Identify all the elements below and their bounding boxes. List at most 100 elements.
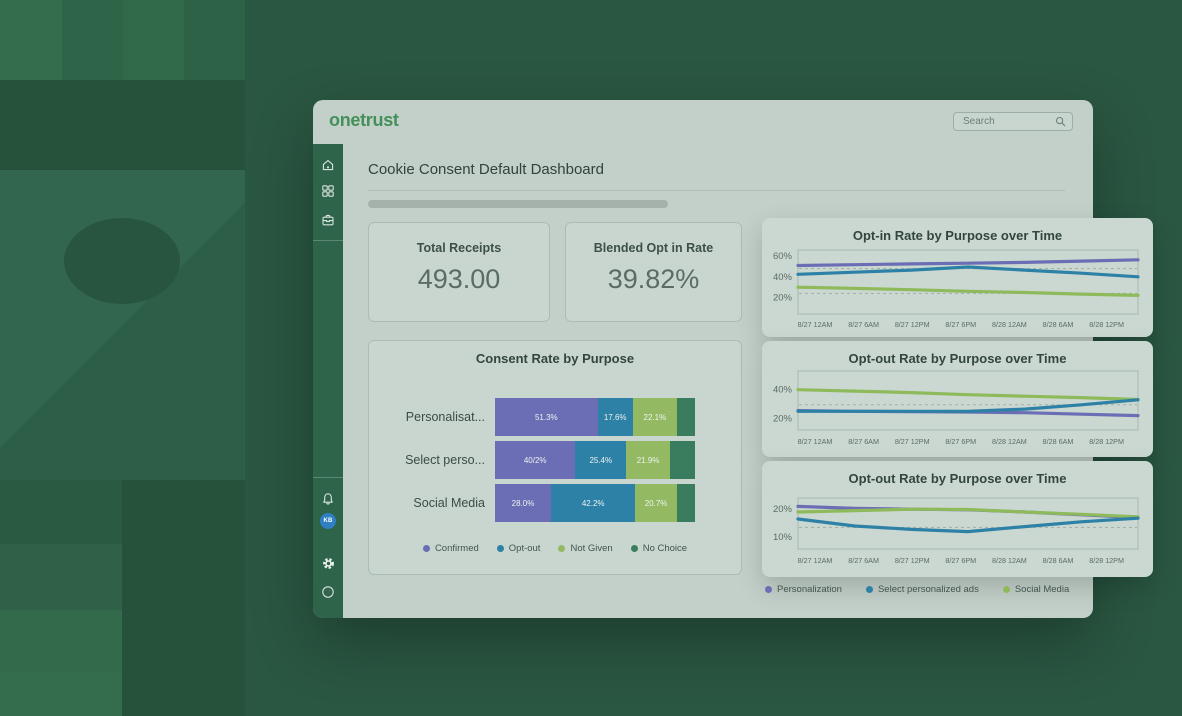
background-shape xyxy=(0,672,122,716)
legend-item: Opt-out xyxy=(497,543,541,554)
bar-row: Personalisat...51.3%17.6%22.1% xyxy=(379,398,695,436)
line-chart-plot: 20%10%8/27 12AM8/27 6AM8/27 12PM8/27 6PM… xyxy=(762,487,1153,577)
sidebar-item-home[interactable] xyxy=(313,157,343,173)
search-icon xyxy=(1055,116,1066,127)
stat-value: 493.00 xyxy=(369,264,549,295)
x-axis-tick: 8/27 12AM xyxy=(798,437,833,446)
background-shape xyxy=(0,480,122,544)
series-line xyxy=(798,400,1138,412)
sidebar: KB ? xyxy=(313,144,343,618)
x-axis-tick: 8/27 6AM xyxy=(848,556,879,565)
time-series-legend: Personalization Select personalized ads So… xyxy=(765,584,1069,595)
bar-track: 40/2%25.4%21.9% xyxy=(495,441,695,479)
bar-row: Social Media28.0%42.2%20.7% xyxy=(379,484,695,522)
bar-segment xyxy=(670,441,695,479)
sidebar-item-settings[interactable] xyxy=(313,555,343,571)
background-shape xyxy=(0,610,122,672)
bell-icon xyxy=(321,492,335,506)
series-line xyxy=(798,509,1138,517)
background-shape xyxy=(0,0,62,80)
y-axis-tick: 20% xyxy=(773,414,793,425)
legend-item: Select personalized ads xyxy=(866,584,979,595)
legend-label: Not Given xyxy=(570,543,612,554)
desktop-background: onetrust xyxy=(0,0,1182,716)
bar-segment: 20.7% xyxy=(635,484,676,522)
background-shape xyxy=(0,80,245,170)
legend-item: No Choice xyxy=(631,543,687,554)
x-axis-tick: 8/27 6AM xyxy=(848,437,879,446)
help-icon: ? xyxy=(321,585,335,599)
sidebar-item-inbox[interactable] xyxy=(313,212,343,228)
legend-dot xyxy=(866,586,873,593)
series-line xyxy=(798,390,1138,400)
x-axis-tick: 8/27 12AM xyxy=(798,320,833,329)
legend-label: Select personalized ads xyxy=(878,584,979,595)
search-box[interactable] xyxy=(953,112,1073,131)
bar-segment: 21.9% xyxy=(626,441,670,479)
sidebar-item-help[interactable]: ? xyxy=(313,584,343,600)
y-axis-tick: 40% xyxy=(773,385,793,396)
legend-dot xyxy=(1003,586,1010,593)
app-window: onetrust xyxy=(313,100,1093,618)
legend-dot xyxy=(497,545,504,552)
x-axis-tick: 8/28 6AM xyxy=(1043,437,1074,446)
stat-label: Total Receipts xyxy=(369,241,549,255)
y-axis-tick: 60% xyxy=(773,251,793,262)
bar-segment: 25.4% xyxy=(575,441,626,479)
x-axis-tick: 8/27 12AM xyxy=(798,556,833,565)
y-axis-tick: 20% xyxy=(773,504,793,515)
x-axis-tick: 8/28 12AM xyxy=(992,556,1027,565)
x-axis-tick: 8/27 12PM xyxy=(895,556,930,565)
legend-item: Social Media xyxy=(1003,584,1069,595)
x-axis-tick: 8/28 6AM xyxy=(1043,556,1074,565)
legend-item: Confirmed xyxy=(423,543,479,554)
bar-segment: 17.6% xyxy=(598,398,633,436)
stat-card-blended-opt-in: Blended Opt in Rate 39.82% xyxy=(565,222,742,322)
sidebar-divider xyxy=(313,240,343,241)
line-chart-card: Opt-out Rate by Purpose over Time40%20%8… xyxy=(762,341,1153,457)
apps-grid-icon xyxy=(321,184,335,198)
svg-text:?: ? xyxy=(326,588,330,597)
x-axis-tick: 8/28 12AM xyxy=(992,437,1027,446)
x-axis-tick: 8/28 12PM xyxy=(1089,437,1124,446)
bar-track: 51.3%17.6%22.1% xyxy=(495,398,695,436)
x-axis-tick: 8/27 6PM xyxy=(945,320,976,329)
background-circle xyxy=(64,218,180,304)
background-shape xyxy=(123,0,184,80)
stat-value: 39.82% xyxy=(566,264,741,295)
stat-card-total-receipts: Total Receipts 493.00 xyxy=(368,222,550,322)
bar-category-label: Personalisat... xyxy=(379,410,495,424)
onetrust-logo: onetrust xyxy=(329,110,399,131)
bar-category-label: Social Media xyxy=(379,496,495,510)
search-input[interactable] xyxy=(954,113,1059,130)
bar-segment xyxy=(677,484,695,522)
chart-title: Opt-in Rate by Purpose over Time xyxy=(762,228,1153,243)
stat-label: Blended Opt in Rate xyxy=(566,241,741,255)
series-line xyxy=(798,518,1138,531)
divider xyxy=(368,190,1065,191)
x-axis-tick: 8/27 12PM xyxy=(895,320,930,329)
background-shape xyxy=(122,480,245,716)
legend-label: Social Media xyxy=(1015,584,1069,595)
bar-rows: Personalisat...51.3%17.6%22.1% Select per… xyxy=(379,398,695,527)
legend-dot xyxy=(631,545,638,552)
legend-label: Confirmed xyxy=(435,543,479,554)
background-shape xyxy=(0,544,122,610)
series-line xyxy=(798,260,1138,266)
x-axis-tick: 8/28 12PM xyxy=(1089,556,1124,565)
home-icon xyxy=(321,158,335,172)
legend-label: Personalization xyxy=(777,584,842,595)
sidebar-item-notifications[interactable] xyxy=(313,491,343,507)
sidebar-item-apps[interactable] xyxy=(313,183,343,199)
bar-row: Select perso...40/2%25.4%21.9% xyxy=(379,441,695,479)
y-axis-tick: 10% xyxy=(773,532,793,543)
chart-title: Opt-out Rate by Purpose over Time xyxy=(762,471,1153,486)
sidebar-divider xyxy=(313,477,343,478)
consent-rate-chart-card: Consent Rate by Purpose Personalisat...5… xyxy=(368,340,742,575)
avatar[interactable]: KB xyxy=(320,513,336,529)
line-chart-plot: 60%40%20%8/27 12AM8/27 6AM8/27 12PM8/27 … xyxy=(762,244,1153,337)
bar-category-label: Select perso... xyxy=(379,453,495,467)
gear-icon xyxy=(321,556,336,571)
loading-placeholder-bar xyxy=(368,200,668,208)
chart-title: Consent Rate by Purpose xyxy=(369,351,741,366)
